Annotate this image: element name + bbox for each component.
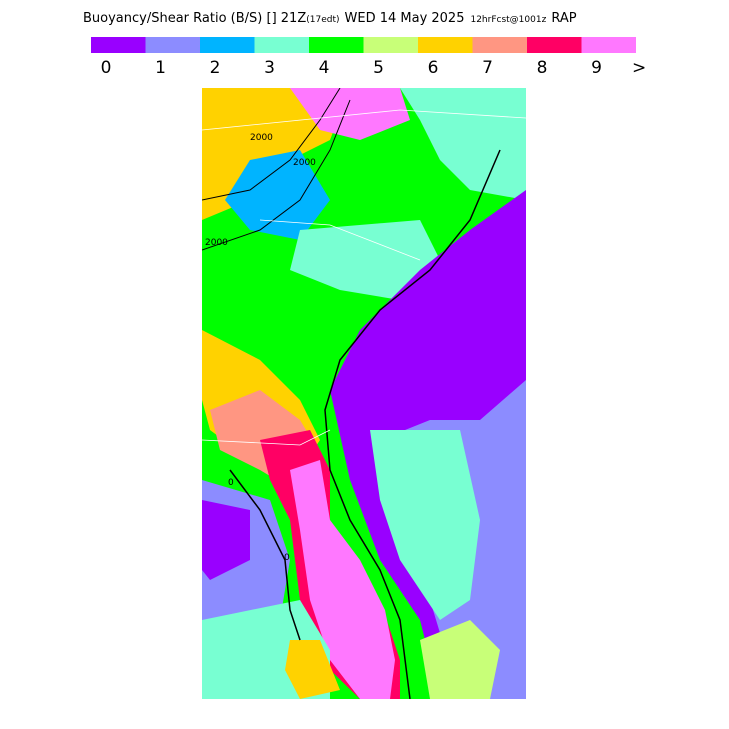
contour-label: 0: [284, 553, 290, 563]
title-forecast: 12hrFcst@1001z: [470, 15, 546, 25]
field-region: [225, 150, 330, 240]
legend-label: 2: [210, 58, 221, 78]
legend-label: 4: [319, 58, 330, 78]
title: Buoyancy/Shear Ratio (B/S) [] 21Z(17edt)…: [83, 11, 577, 26]
title-main: Buoyancy/Shear Ratio (B/S) [] 21Z: [83, 11, 306, 26]
map: 2000 2000 2000 0 0: [202, 88, 526, 699]
title-date: WED 14 May 2025: [345, 11, 465, 26]
contour-label: 2000: [250, 133, 273, 143]
legend-swatch: [581, 37, 636, 53]
border: [202, 429, 331, 446]
legend-swatch: [309, 37, 364, 53]
legend-label: 6: [428, 58, 439, 78]
contour-label: 2000: [205, 238, 228, 248]
legend-swatch: [200, 37, 255, 53]
field-region: [285, 640, 340, 699]
contour: [202, 88, 341, 201]
legend-label: 5: [373, 58, 384, 78]
legend-swatch: [418, 37, 473, 53]
legend-swatch: [363, 37, 418, 53]
legend-label: 0: [101, 58, 112, 78]
border: [202, 109, 526, 131]
title-time: (17edt): [306, 15, 339, 25]
title-model: RAP: [551, 11, 576, 26]
legend-label: 9: [591, 58, 602, 78]
legend-swatch: [472, 37, 527, 53]
contour: [202, 99, 351, 251]
coastline: [324, 149, 501, 699]
field-region: [290, 460, 395, 699]
legend-swatch: [527, 37, 582, 53]
contour-label: 2000: [293, 158, 316, 168]
legend-label: 1: [155, 58, 166, 78]
field-region: [290, 88, 410, 140]
legend-label: 3: [264, 58, 275, 78]
legend-label: 8: [537, 58, 548, 78]
field-region: [370, 430, 480, 620]
field-region: [420, 620, 500, 699]
legend-swatch: [145, 37, 200, 53]
field-region: [202, 500, 250, 580]
field-region: [290, 220, 440, 300]
legend-overflow: >: [632, 58, 646, 78]
legend: 0 1 2 3 4 5 6 7 8 9: [91, 37, 636, 78]
legend-swatch: [254, 37, 309, 53]
legend-label: 7: [482, 58, 493, 78]
border: [259, 219, 421, 261]
legend-swatch: [91, 37, 146, 53]
coastline: [229, 469, 301, 641]
contour-label: 0: [228, 478, 234, 488]
